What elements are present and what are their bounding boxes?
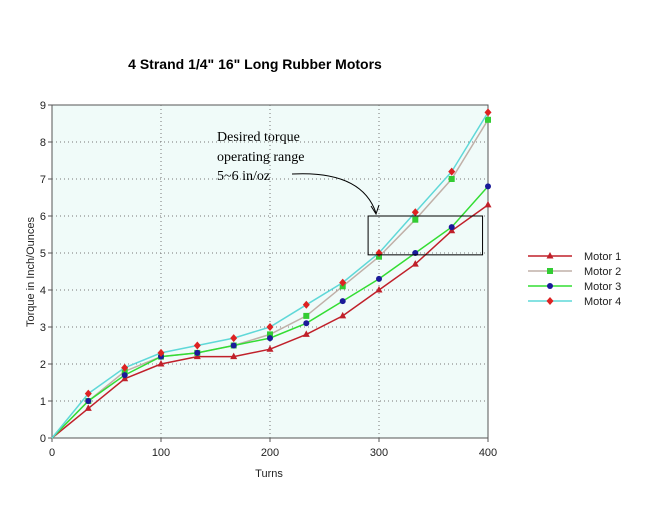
legend-swatch-marker bbox=[547, 283, 553, 289]
x-tick-label: 100 bbox=[152, 447, 170, 459]
legend-label: Motor 4 bbox=[584, 296, 621, 308]
annotation-arrow bbox=[291, 173, 377, 214]
data-point-motor-3 bbox=[376, 275, 382, 282]
y-tick-label: 5 bbox=[40, 248, 46, 260]
y-tick-label: 8 bbox=[40, 137, 46, 149]
data-point-motor-4 bbox=[339, 278, 347, 287]
series-motor-4 bbox=[51, 108, 492, 439]
x-tick-label: 0 bbox=[49, 447, 55, 459]
data-point-motor-1 bbox=[375, 286, 383, 293]
y-axis-label: Torque in Inch/Ounces bbox=[25, 216, 37, 327]
data-point-motor-3 bbox=[485, 183, 491, 190]
data-point-motor-3 bbox=[121, 372, 128, 379]
y-tick-label: 9 bbox=[40, 100, 46, 112]
data-point-motor-1 bbox=[484, 200, 492, 208]
data-point-motor-3 bbox=[339, 298, 346, 305]
data-point-motor-2 bbox=[412, 216, 419, 223]
legend-swatch-marker bbox=[546, 252, 554, 259]
y-tick-label: 6 bbox=[40, 211, 46, 223]
annotation: Desired torque operating range 5~6 in/oz bbox=[217, 130, 484, 256]
y-tick-label: 1 bbox=[40, 396, 46, 408]
x-tick-label: 400 bbox=[479, 447, 497, 459]
data-point-motor-1 bbox=[230, 352, 238, 360]
data-point-motor-1 bbox=[302, 330, 310, 337]
legend-swatch-marker bbox=[546, 297, 554, 305]
data-point-motor-2 bbox=[485, 116, 491, 123]
operating-range-box bbox=[367, 215, 484, 256]
data-point-motor-1 bbox=[84, 404, 92, 411]
y-tick-label: 7 bbox=[40, 174, 46, 186]
data-point-motor-4 bbox=[230, 334, 238, 343]
series-motor-3 bbox=[51, 183, 491, 439]
plot-background bbox=[51, 104, 489, 439]
data-point-motor-2 bbox=[448, 176, 455, 182]
data-point-motor-2 bbox=[303, 312, 310, 319]
y-tick-label: 4 bbox=[40, 285, 46, 297]
data-point-motor-4 bbox=[157, 348, 165, 357]
data-point-motor-1 bbox=[411, 260, 419, 267]
legend-swatch-marker bbox=[547, 268, 553, 274]
x-tick-label: 300 bbox=[370, 447, 388, 459]
y-tick-label: 3 bbox=[40, 322, 46, 334]
data-point-motor-4 bbox=[193, 341, 201, 350]
data-point-motor-3 bbox=[448, 224, 455, 231]
axis-ticks: 0 100 200 300 400 0 1 2 3 4 5 6 7 8 9 bbox=[40, 100, 497, 459]
data-point-motor-1 bbox=[157, 360, 165, 367]
annotation-line-1: Desired torque bbox=[217, 130, 300, 145]
legend-label: Motor 2 bbox=[584, 266, 621, 278]
data-point-motor-3 bbox=[303, 320, 310, 327]
data-point-motor-4 bbox=[84, 389, 92, 398]
legend-label: Motor 3 bbox=[584, 281, 621, 293]
data-point-motor-1 bbox=[266, 345, 274, 352]
series-layer bbox=[51, 108, 492, 439]
data-point-motor-4 bbox=[302, 300, 310, 309]
data-point-motor-2 bbox=[267, 331, 273, 338]
data-point-motor-4 bbox=[411, 208, 419, 217]
data-point-motor-3 bbox=[85, 398, 92, 404]
annotation-line-2: operating range bbox=[217, 150, 304, 165]
legend-item-motor-3: Motor 3 bbox=[528, 281, 621, 293]
y-tick-label: 2 bbox=[40, 359, 46, 371]
legend-item-motor-1: Motor 1 bbox=[528, 251, 621, 263]
legend-label: Motor 1 bbox=[584, 251, 621, 263]
legend-item-motor-2: Motor 2 bbox=[528, 266, 621, 278]
data-point-motor-4 bbox=[266, 323, 274, 331]
annotation-line-3: 5~6 in/oz bbox=[217, 169, 270, 184]
data-point-motor-4 bbox=[484, 108, 492, 117]
data-point-motor-3 bbox=[230, 342, 237, 349]
chart-title: 4 Strand 1/4" 16" Long Rubber Motors bbox=[128, 56, 382, 72]
x-axis-label: Turns bbox=[255, 468, 283, 480]
y-tick-label: 0 bbox=[40, 433, 46, 445]
data-point-motor-3 bbox=[267, 335, 273, 342]
annotation-arrowhead bbox=[370, 204, 380, 216]
legend-item-motor-4: Motor 4 bbox=[528, 296, 621, 308]
legend: Motor 1 Motor 2 Motor 3 Motor 4 bbox=[528, 251, 621, 308]
series-motor-1 bbox=[51, 200, 492, 439]
plot-area bbox=[51, 104, 489, 439]
data-point-motor-4 bbox=[448, 167, 456, 176]
data-point-motor-1 bbox=[339, 311, 347, 319]
x-tick-label: 200 bbox=[261, 447, 279, 459]
data-point-motor-4 bbox=[121, 363, 129, 372]
data-point-motor-3 bbox=[194, 349, 201, 356]
